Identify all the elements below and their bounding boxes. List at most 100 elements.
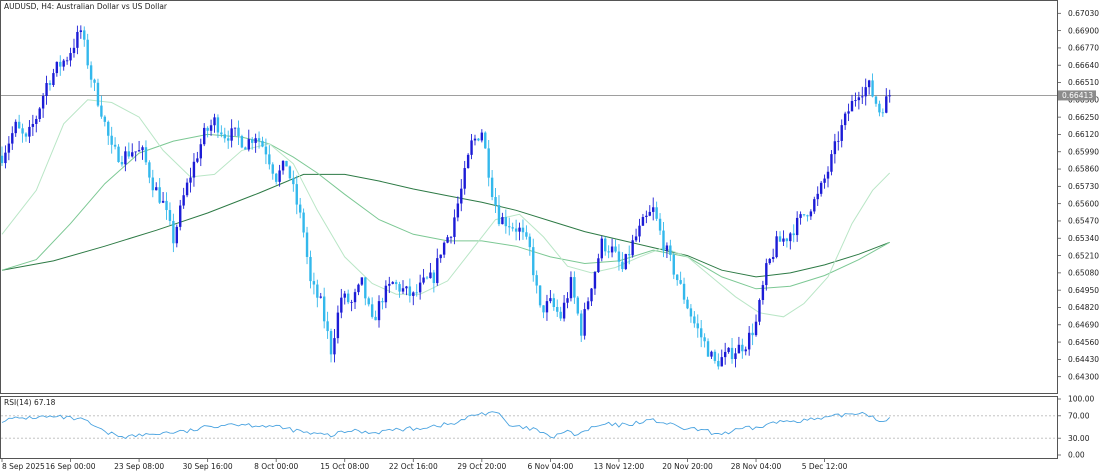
price-pane-frame	[0, 0, 1058, 394]
candle	[93, 78, 96, 91]
candle	[425, 275, 429, 280]
candle-body	[309, 256, 312, 282]
price-tick-label: 0.67030	[1068, 9, 1099, 18]
candle-body	[305, 232, 309, 257]
candle-body	[35, 119, 38, 124]
candle	[281, 160, 285, 175]
candle	[562, 295, 566, 322]
candle	[240, 134, 244, 149]
time-tick-label: 13 Nov 12:00	[594, 462, 645, 471]
rsi-tick-label: 30.00	[1068, 434, 1090, 443]
candle-body	[826, 171, 830, 179]
candle-body	[364, 277, 367, 299]
candle	[477, 138, 480, 142]
candle-body	[41, 95, 45, 109]
candle	[213, 113, 216, 133]
candle	[316, 279, 319, 308]
candle	[346, 289, 350, 305]
rsi-plot	[1, 411, 1057, 440]
candle	[586, 297, 590, 311]
candle-body	[206, 127, 209, 131]
candle-body	[271, 164, 274, 174]
candle	[41, 93, 45, 118]
candle-body	[48, 83, 52, 85]
candle-body	[203, 127, 206, 145]
time-tick-label: 20 Nov 20:00	[662, 462, 713, 471]
candle-body	[274, 173, 278, 182]
candle	[689, 304, 693, 323]
candle	[124, 146, 127, 172]
candle	[699, 319, 703, 348]
candle	[394, 279, 398, 290]
candle	[264, 138, 268, 165]
candle	[874, 95, 878, 107]
price-tick-label: 0.65470	[1068, 217, 1099, 226]
candle-body	[751, 332, 754, 336]
candle	[809, 209, 813, 220]
rsi-label: RSI(14) 67.18	[4, 398, 56, 407]
candle	[412, 291, 415, 306]
candle-body	[120, 162, 124, 165]
candle	[69, 47, 72, 67]
candle-body	[484, 132, 487, 149]
candle	[614, 239, 617, 253]
price-axis: 0.670300.669000.667700.666400.665100.663…	[1057, 9, 1099, 381]
candle-body	[521, 227, 525, 233]
candle	[487, 140, 490, 187]
candle	[326, 311, 329, 339]
candle	[552, 293, 556, 311]
candle	[693, 311, 696, 328]
candle-body	[168, 210, 172, 221]
candle-body	[573, 277, 576, 298]
candle	[490, 170, 494, 201]
candle	[278, 164, 281, 187]
candle	[398, 281, 401, 298]
candle-body	[881, 112, 885, 114]
candle-body	[89, 65, 93, 80]
time-axis: 8 Sep 2025 16 Sep 00:00 23 Sep 08:00 30 Sep…	[1, 459, 848, 471]
candle	[449, 236, 453, 244]
candle	[850, 94, 854, 112]
candle-body	[487, 148, 490, 178]
candle-body	[669, 245, 672, 255]
price-tick-label: 0.65860	[1068, 165, 1099, 174]
candle-body	[425, 277, 429, 279]
candle-body	[151, 177, 155, 191]
candle-body	[885, 96, 888, 113]
candle-body	[381, 301, 384, 303]
candle-body	[165, 200, 168, 211]
candle	[737, 336, 741, 354]
candle	[100, 95, 103, 119]
candle	[172, 213, 175, 253]
candle-body	[494, 197, 497, 206]
candle-body	[14, 121, 17, 134]
candle-body	[535, 275, 538, 286]
candle	[885, 88, 888, 114]
candle	[131, 143, 134, 158]
candle	[813, 196, 816, 214]
candle-body	[117, 146, 120, 163]
candle	[778, 231, 782, 242]
candle	[127, 142, 131, 159]
candle	[607, 245, 610, 259]
candle	[878, 100, 881, 117]
candle-body	[182, 195, 185, 206]
candle-body	[778, 236, 782, 242]
rsi-pane-frame	[0, 396, 1058, 459]
candle	[261, 136, 264, 148]
candle-body	[703, 337, 706, 342]
candle-body	[583, 309, 586, 336]
candle	[391, 281, 394, 285]
candle-body	[408, 286, 412, 296]
candle-body	[388, 283, 391, 286]
candle-body	[233, 127, 237, 129]
candle	[830, 150, 833, 176]
candle-body	[405, 286, 408, 289]
candle	[360, 277, 364, 286]
candle-body	[223, 134, 226, 139]
candle-body	[103, 116, 107, 122]
candle	[819, 181, 823, 197]
candle	[233, 127, 237, 136]
